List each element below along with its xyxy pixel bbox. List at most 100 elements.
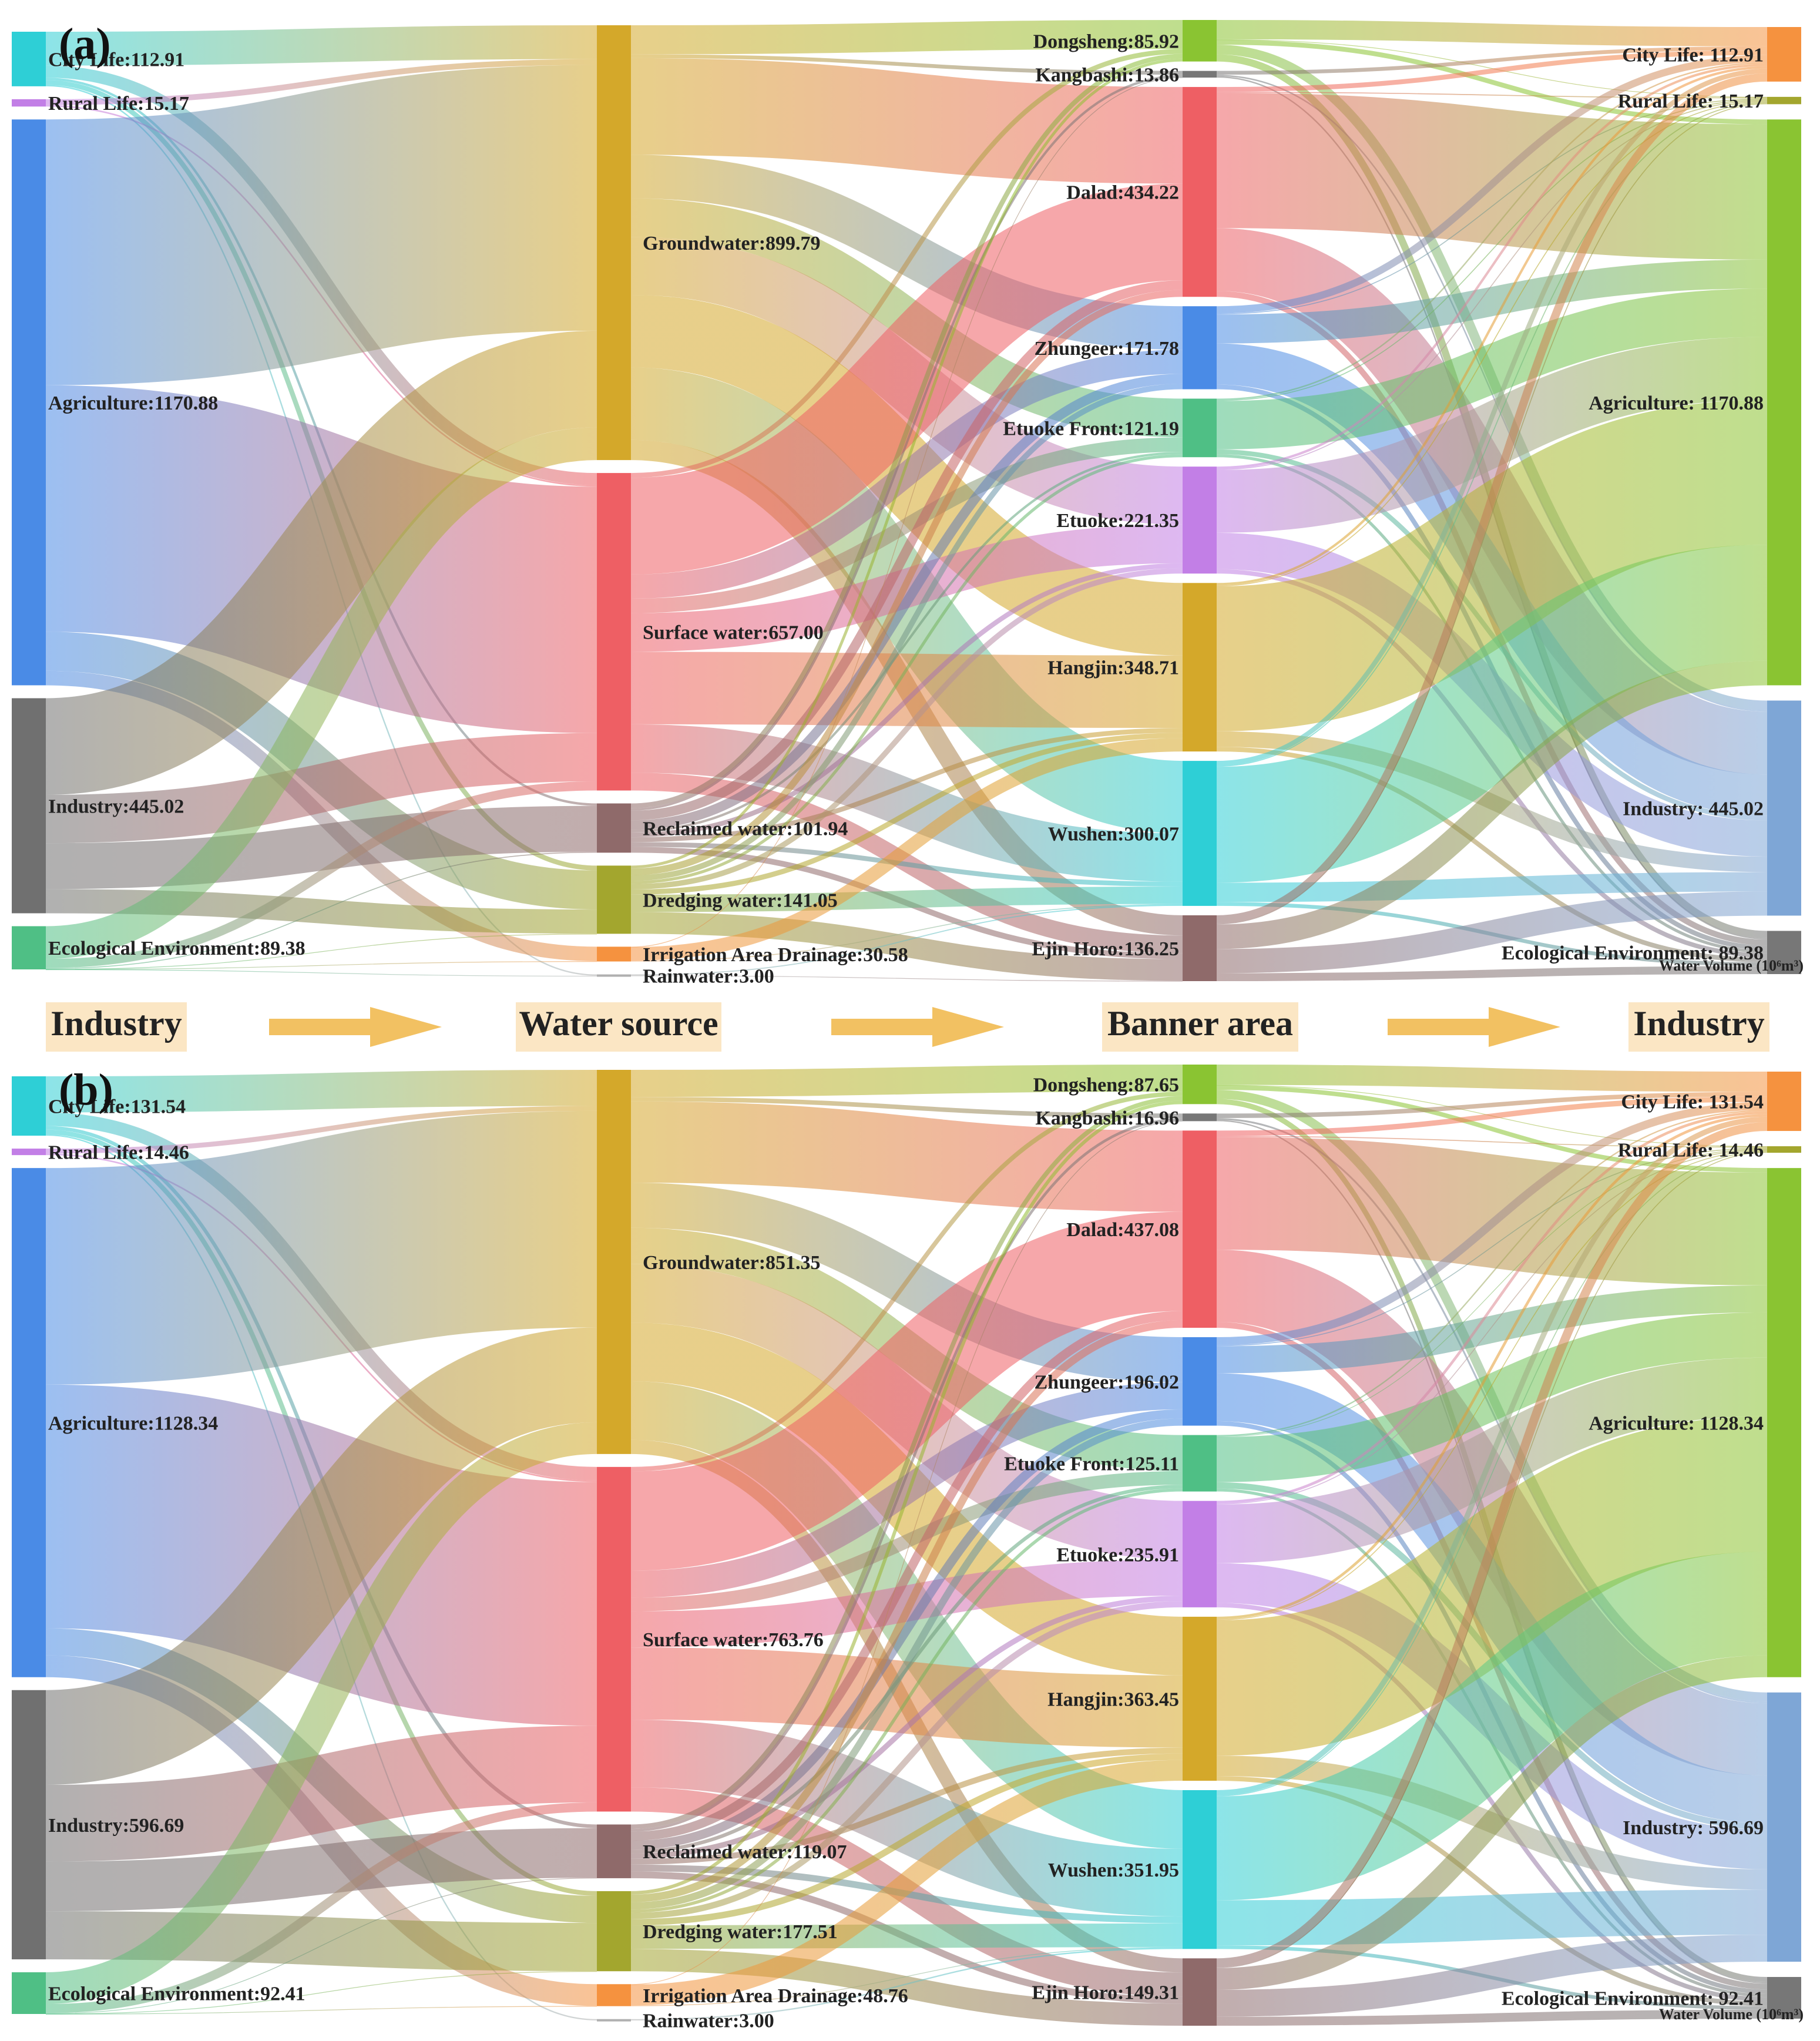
flow-link-ecological-environment-to-rainwater: [45, 969, 597, 977]
flow-link-ecological-environment-to-dredging-water: [45, 934, 597, 970]
node-bar-rainwater: [597, 2019, 631, 2022]
flow-link-reclaimed-water-to-zhungeer: [630, 374, 1183, 830]
stage-label-industry-end: Industry: [1633, 1004, 1764, 1043]
flow-link-dredging-water-to-wushen: [630, 886, 1183, 912]
flow-link-hangjin-to-city-life-use: [1216, 1114, 1768, 1620]
flow-link-ejin-horo-to-ecological-environment-use: [1216, 2009, 1768, 2026]
node-label-agriculture-use: Agriculture: 1170.88: [1589, 392, 1764, 414]
flow-link-industry-to-surface-water: [45, 733, 597, 844]
node-label-rainwater: Rainwater:3.00: [643, 966, 774, 988]
flow-link-irrigation-area-drainage-to-hangjin: [630, 738, 1183, 961]
flow-link-ecological-environment-to-dredging-water: [45, 1971, 597, 2015]
flow-link-dalad-to-rural-life-use: [1216, 1136, 1768, 1148]
stage-label-industry: Industry: [51, 1004, 182, 1043]
flow-link-ejin-horo-to-city-life-use: [1216, 1122, 1768, 1968]
node-label-ecological-environment-use: Ecological Environment: 89.38: [1502, 942, 1764, 964]
node-bar-reclaimed-water: [597, 803, 631, 853]
node-label-hangjin: Hangjin:348.71: [1047, 657, 1179, 679]
flow-link-dredging-water-to-etuoke-front: [630, 1488, 1183, 1913]
flow-link-surface-water-to-dalad: [630, 1211, 1183, 1571]
flow-link-reclaimed-water-to-kangbashi: [630, 75, 1183, 811]
node-label-city-life: City Life:131.54: [48, 1096, 186, 1118]
node-label-etuoke-front: Etuoke Front:121.19: [1003, 418, 1179, 439]
node-label-industry-use: Industry: 445.02: [1623, 798, 1764, 820]
node-label-dredging-water: Dredging water:141.05: [643, 889, 838, 911]
flow-link-reclaimed-water-to-dalad: [630, 1311, 1183, 1841]
flow-link-hangjin-to-agriculture-use: [1215, 1416, 1768, 1756]
node-bar-dredging-water: [597, 865, 631, 934]
flow-link-etuoke-to-city-life-use: [1216, 1111, 1768, 1504]
flow-link-surface-water-to-zhungeer: [630, 1382, 1183, 1598]
flow-link-surface-water-to-wushen: [630, 724, 1183, 882]
stage-label-water-source: Water source: [519, 1004, 718, 1043]
flow-link-ejin-horo-to-industry-use: [1216, 891, 1768, 973]
node-label-irrigation-area-drainage: Irrigation Area Drainage:48.76: [643, 1985, 908, 2007]
flow-link-etuoke-front-to-city-life-use: [1216, 62, 1768, 400]
node-label-kangbashi: Kangbashi:13.86: [1035, 64, 1179, 86]
node-label-dredging-water: Dredging water:177.51: [643, 1921, 838, 1943]
flow-link-irrigation-area-drainage-to-kangbashi: [630, 77, 1183, 948]
panel-b-sankey: City Life:131.54 Rural Life:14.46 Agricult…: [12, 1064, 1804, 2032]
node-bar-etuoke-front: [1183, 1435, 1217, 1492]
flow-link-industry-to-reclaimed-water: [45, 805, 597, 889]
node-bar-wushen: [1183, 1790, 1217, 1949]
node-label-surface-water: Surface water:657.00: [643, 622, 824, 643]
node-bar-city-life-use: [1767, 26, 1801, 82]
node-bar-reclaimed-water: [597, 1824, 631, 1878]
nodes: [12, 1065, 1801, 2026]
flow-link-dredging-water-to-etuoke: [630, 568, 1183, 890]
node-bar-rural-life: [12, 99, 46, 107]
node-bar-etuoke: [1183, 466, 1217, 574]
flow-link-etuoke-front-to-agriculture-use: [1216, 288, 1768, 449]
node-label-city-life-use: City Life: 131.54: [1621, 1092, 1764, 1113]
node-label-city-life-use: City Life: 112.91: [1622, 44, 1764, 66]
flow-link-wushen-to-agriculture-use: [1216, 1551, 1768, 1901]
stage-box-industry-end: [1628, 1002, 1769, 1052]
flow-link-irrigation-area-drainage-to-kangbashi: [630, 1120, 1183, 1985]
node-bar-etuoke: [1183, 1500, 1217, 1607]
flow-link-irrigation-area-drainage-to-wushen: [630, 904, 1183, 962]
node-label-agriculture: Agriculture:1128.34: [48, 1412, 218, 1434]
flow-link-agriculture-to-groundwater: [45, 1110, 597, 1385]
flow-link-dongsheng-to-rural-life-use: [1216, 39, 1768, 98]
flow-link-ecological-environment-to-surface-water: [45, 1802, 597, 2013]
flow-link-dredging-water-to-hangjin: [630, 733, 1183, 895]
flow-link-rainwater-to-wushen: [630, 905, 1183, 976]
flow-link-ejin-horo-to-rural-life-use: [1216, 103, 1768, 925]
flow-link-ejin-horo-to-ecological-environment-use: [1216, 966, 1768, 982]
node-bar-irrigation-area-drainage: [597, 946, 631, 962]
flow-link-dredging-water-to-dalad: [630, 1320, 1183, 1902]
flow-link-wushen-to-industry-use: [1216, 872, 1768, 902]
node-bar-ecological-environment-use: [1767, 931, 1801, 975]
flow-link-reclaimed-water-to-zhungeer: [630, 1409, 1183, 1850]
flow-link-rural-life-to-groundwater: [45, 1106, 597, 1154]
stage-label-banner-area: Banner area: [1107, 1004, 1293, 1043]
flow-link-wushen-to-rural-life-use: [1216, 102, 1768, 767]
flow-link-rainwater-to-ejin-horo: [630, 975, 1183, 982]
node-bar-dalad: [1183, 87, 1217, 297]
node-labels: City Life:131.54 Rural Life:14.46 Agricult…: [48, 1075, 1764, 2032]
panel-tag: (b): [59, 1065, 113, 1115]
stage-arrow-1: [269, 1007, 442, 1047]
flow-link-ejin-horo-to-industry-use: [1216, 1935, 1768, 2017]
flow-link-reclaimed-water-to-dongsheng: [630, 1096, 1183, 1829]
node-bar-groundwater: [597, 1069, 631, 1454]
flow-link-etuoke-front-to-agriculture-use: [1216, 1312, 1768, 1482]
flow-link-ecological-environment-to-groundwater: [45, 1422, 597, 2005]
stage-box-banner-area: [1102, 1002, 1298, 1052]
links: [45, 1064, 1768, 2026]
node-bar-irrigation-area-drainage: [597, 1984, 631, 2006]
flow-link-city-life-to-groundwater: [45, 1069, 597, 1113]
node-bar-industry-use: [1767, 1692, 1801, 1962]
node-bar-dongsheng: [1183, 1065, 1217, 1105]
flow-link-reclaimed-water-to-etuoke-front: [630, 452, 1183, 832]
flow-link-ejin-horo-to-city-life-use: [1216, 73, 1768, 924]
flow-link-industry-to-groundwater: [45, 330, 598, 795]
stage-arrow-2: [831, 1007, 1004, 1047]
flow-link-wushen-to-agriculture-use: [1216, 545, 1768, 883]
node-bar-surface-water: [597, 1466, 631, 1812]
flow-link-industry-to-reclaimed-water: [45, 1828, 597, 1912]
node-label-reclaimed-water: Reclaimed water:119.07: [643, 1841, 847, 1863]
flow-link-dredging-water-to-dongsheng: [630, 1100, 1183, 1895]
node-bar-etuoke-front: [1183, 398, 1217, 458]
